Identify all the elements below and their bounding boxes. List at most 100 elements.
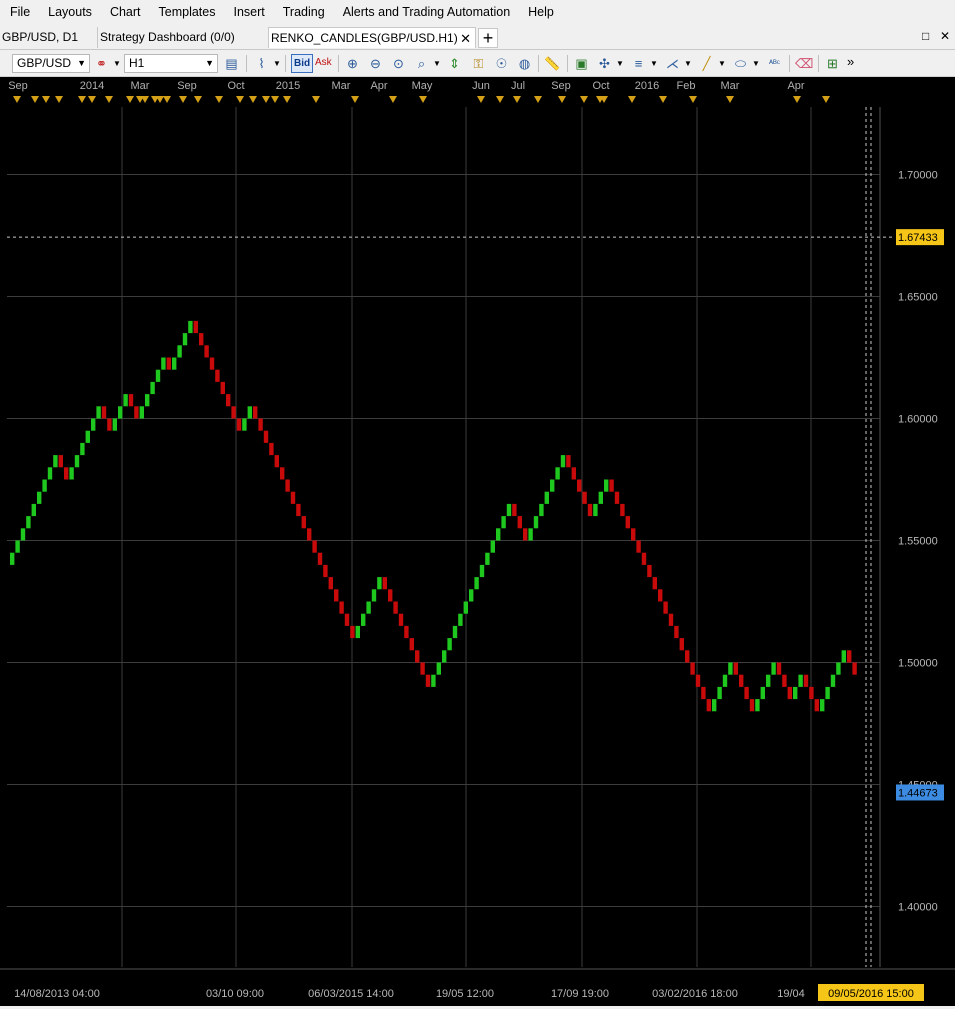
event-marker-icon[interactable] <box>262 96 270 103</box>
event-marker-icon[interactable] <box>689 96 697 103</box>
tab-strategy-dashboard[interactable]: Strategy Dashboard (0/0) <box>97 27 267 48</box>
menu-help[interactable]: Help <box>528 5 554 19</box>
menu-file[interactable]: File <box>10 5 31 19</box>
tree-icon[interactable]: ⊞ <box>827 56 838 71</box>
chevron-down-icon[interactable]: ▼ <box>650 59 658 68</box>
close-icon[interactable]: ✕ <box>460 31 471 46</box>
close-window-button[interactable]: ✕ <box>940 29 951 43</box>
event-marker-icon[interactable] <box>78 96 86 103</box>
menu-layouts[interactable]: Layouts <box>48 5 92 19</box>
event-marker-icon[interactable] <box>600 96 608 103</box>
chart-type-icon[interactable]: ⌇ <box>258 56 265 71</box>
tab-renko-candles[interactable]: RENKO_CANDLES(GBP/USD.H1) ✕ <box>268 27 476 48</box>
event-marker-icon[interactable] <box>351 96 359 103</box>
crosshair-icon[interactable]: ✣ <box>599 56 610 71</box>
eraser-icon[interactable]: ⌫ <box>795 56 814 71</box>
event-marker-icon[interactable] <box>249 96 257 103</box>
bid-button[interactable]: Bid <box>291 54 314 73</box>
chevron-down-icon[interactable]: ▼ <box>273 59 281 68</box>
chevron-down-icon[interactable]: ▼ <box>113 59 121 68</box>
renko-brick-up <box>820 699 825 712</box>
event-marker-icon[interactable] <box>312 96 320 103</box>
event-marker-icon[interactable] <box>822 96 830 103</box>
time-tick-label: 19/05 12:00 <box>436 988 494 1000</box>
renko-brick-down <box>209 357 215 370</box>
picture-icon[interactable]: ▣ <box>575 56 588 71</box>
trendline-icon[interactable]: ╱ <box>702 56 711 71</box>
ruler-icon[interactable]: 📏 <box>544 56 561 71</box>
event-marker-icon[interactable] <box>42 96 50 103</box>
chart-canvas[interactable]: 1.700001.650001.600001.550001.500001.450… <box>0 77 955 1006</box>
event-marker-icon[interactable] <box>534 96 542 103</box>
event-marker-icon[interactable] <box>31 96 39 103</box>
event-marker-icon[interactable] <box>513 96 521 103</box>
renko-brick-up <box>496 528 501 541</box>
event-marker-icon[interactable] <box>215 96 223 103</box>
chart-properties-icon[interactable]: ▤ <box>225 56 238 71</box>
renko-brick-up <box>177 345 182 358</box>
renko-brick-up <box>161 357 166 370</box>
event-marker-icon[interactable] <box>105 96 113 103</box>
event-marker-icon[interactable] <box>179 96 187 103</box>
zoom-fit-icon[interactable]: ⊙ <box>393 56 404 71</box>
event-marker-icon[interactable] <box>55 96 63 103</box>
event-marker-icon[interactable] <box>141 96 149 103</box>
renko-brick-up <box>69 467 74 480</box>
chevron-down-icon[interactable]: ▼ <box>752 59 760 68</box>
renko-brick-down <box>128 394 134 407</box>
renko-chart[interactable]: 1.700001.650001.600001.550001.500001.450… <box>0 77 955 1006</box>
event-marker-icon[interactable] <box>793 96 801 103</box>
event-marker-icon[interactable] <box>283 96 291 103</box>
event-marker-icon[interactable] <box>726 96 734 103</box>
indicator-icon[interactable]: ☉ <box>495 56 508 71</box>
symbol-select[interactable]: GBP/USD ▼ <box>12 54 90 73</box>
renko-brick-up <box>139 406 144 419</box>
menu-insert[interactable]: Insert <box>233 5 265 19</box>
event-marker-icon[interactable] <box>580 96 588 103</box>
price-tick-label: 1.65000 <box>898 292 938 304</box>
event-marker-icon[interactable] <box>271 96 279 103</box>
renko-brick-up <box>15 540 20 553</box>
event-marker-icon[interactable] <box>163 96 171 103</box>
more-tools-button[interactable]: » <box>847 54 855 69</box>
restore-window-button[interactable]: □ <box>922 29 930 43</box>
fan-icon[interactable]: ⋌ <box>666 56 679 71</box>
globe-icon[interactable]: ◍ <box>518 56 531 71</box>
ellipse-icon[interactable]: ⬭ <box>734 56 747 71</box>
zoom-in-icon[interactable]: ⊕ <box>347 56 358 71</box>
event-marker-icon[interactable] <box>389 96 397 103</box>
lines-icon[interactable]: ≡ <box>634 56 643 71</box>
event-marker-icon[interactable] <box>659 96 667 103</box>
event-marker-icon[interactable] <box>156 96 164 103</box>
event-marker-icon[interactable] <box>236 96 244 103</box>
period-separator-icon[interactable]: ⇕ <box>449 56 460 71</box>
menu-chart[interactable]: Chart <box>109 5 141 19</box>
event-marker-icon[interactable] <box>477 96 485 103</box>
chevron-down-icon[interactable]: ▼ <box>718 59 726 68</box>
zoom-range-icon[interactable]: ⌕ <box>417 56 426 71</box>
timeframe-select[interactable]: H1 ▼ <box>124 54 218 73</box>
event-marker-icon[interactable] <box>419 96 427 103</box>
event-marker-icon[interactable] <box>496 96 504 103</box>
chevron-down-icon[interactable]: ▼ <box>433 59 441 68</box>
event-marker-icon[interactable] <box>126 96 134 103</box>
event-marker-icon[interactable] <box>194 96 202 103</box>
event-marker-icon[interactable] <box>13 96 21 103</box>
menu-trading[interactable]: Trading <box>282 5 325 19</box>
add-tab-button[interactable]: + <box>478 28 498 48</box>
event-marker-icon[interactable] <box>558 96 566 103</box>
event-marker-icon[interactable] <box>88 96 96 103</box>
menu-alerts-and-trading-automation[interactable]: Alerts and Trading Automation <box>342 5 511 19</box>
text-label-icon[interactable]: ᴬᴮᶜ <box>769 58 780 68</box>
renko-brick-up <box>717 686 722 700</box>
chevron-down-icon[interactable]: ▼ <box>616 59 624 68</box>
menu-templates[interactable]: Templates <box>158 5 216 19</box>
chevron-down-icon[interactable]: ▼ <box>684 59 692 68</box>
ask-button[interactable]: Ask <box>315 57 332 68</box>
lock-icon[interactable]: ⚿ <box>473 56 484 71</box>
link-icon[interactable]: ⚭ <box>96 56 107 71</box>
renko-brick-down <box>571 467 576 480</box>
event-marker-icon[interactable] <box>628 96 636 103</box>
zoom-out-icon[interactable]: ⊖ <box>370 56 381 71</box>
tab-gbpusd-d1[interactable]: GBP/USD, D1 <box>0 27 96 48</box>
